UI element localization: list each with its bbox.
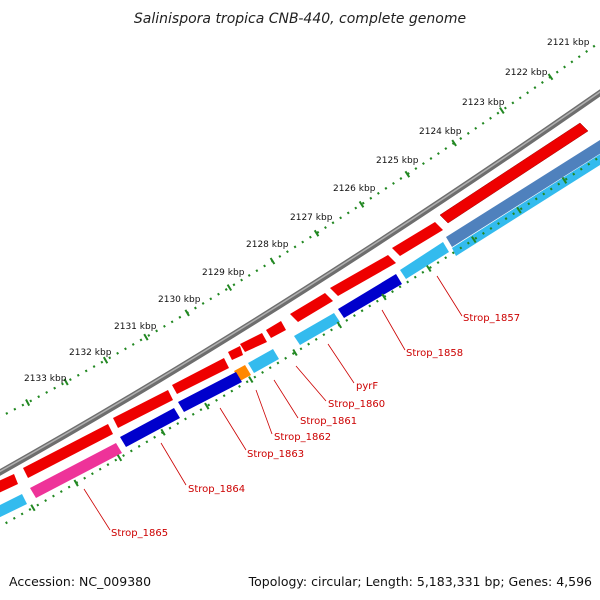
cds-Strop_1864[interactable] bbox=[120, 408, 180, 447]
gene-labels: Strop_1857 Strop_1858 pyrF Strop_1860 St… bbox=[83, 275, 520, 539]
callout-line bbox=[255, 389, 273, 435]
tick-label: 2124 kbp bbox=[419, 127, 462, 137]
gene-label-Strop_1865[interactable]: Strop_1865 bbox=[111, 528, 168, 539]
major-tick bbox=[336, 321, 343, 329]
cds-forward[interactable] bbox=[228, 346, 243, 360]
major-tick bbox=[547, 73, 554, 81]
major-tick bbox=[226, 284, 233, 292]
tick-label: 2125 kbp bbox=[376, 156, 419, 166]
major-tick bbox=[184, 309, 190, 317]
tick-labels: 2121 kbp 2122 kbp 2123 kbp 2124 kbp 2125… bbox=[24, 38, 590, 384]
genome-backbone bbox=[0, 89, 600, 476]
gene-label-Strop_1864[interactable]: Strop_1864 bbox=[188, 484, 245, 495]
callout-line bbox=[83, 488, 111, 531]
tick-label: 2126 kbp bbox=[333, 184, 376, 194]
forward-strand-track bbox=[0, 122, 589, 497]
cds-forward[interactable] bbox=[113, 390, 173, 428]
cds-forward[interactable] bbox=[240, 333, 267, 352]
cds-Strop_1857[interactable] bbox=[400, 242, 449, 279]
cds-forward[interactable] bbox=[290, 293, 333, 322]
cds-forward[interactable] bbox=[0, 474, 18, 497]
callout-line bbox=[327, 343, 355, 384]
major-tick bbox=[248, 376, 254, 384]
callout-line bbox=[436, 275, 463, 317]
major-tick bbox=[204, 402, 210, 410]
major-tick bbox=[63, 378, 69, 386]
major-tick bbox=[381, 293, 387, 301]
major-tick bbox=[116, 454, 123, 462]
major-tick bbox=[269, 257, 276, 265]
cds-forward[interactable] bbox=[172, 358, 229, 394]
tick-label: 2121 kbp bbox=[547, 38, 590, 48]
major-tick bbox=[516, 206, 522, 214]
gene-label-Strop_1860[interactable]: Strop_1860 bbox=[328, 399, 385, 410]
cds-forward[interactable] bbox=[392, 222, 443, 256]
callout-line bbox=[160, 442, 187, 486]
accession-label: Accession: NC_009380 bbox=[9, 574, 152, 589]
gene-label-Strop_1863[interactable]: Strop_1863 bbox=[247, 449, 304, 460]
gene-label-Strop_1861[interactable]: Strop_1861 bbox=[300, 416, 357, 427]
major-tick bbox=[30, 504, 36, 512]
gene-label-Strop_1857[interactable]: Strop_1857 bbox=[463, 313, 520, 324]
cds-pyrF[interactable] bbox=[294, 313, 340, 345]
major-tick bbox=[358, 200, 365, 208]
cds-reverse[interactable] bbox=[446, 140, 600, 247]
major-tick bbox=[561, 176, 568, 184]
tick-label: 2133 kbp bbox=[24, 374, 67, 384]
cds-Strop_1858[interactable] bbox=[338, 274, 402, 318]
inner-major-ticks bbox=[30, 176, 568, 512]
major-tick bbox=[25, 399, 31, 407]
cds-Strop_1863[interactable] bbox=[178, 372, 242, 412]
major-tick bbox=[102, 356, 109, 364]
cds-forward[interactable] bbox=[266, 321, 286, 338]
genome-summary: Topology: circular; Length: 5,183,331 bp… bbox=[248, 574, 592, 589]
major-tick bbox=[499, 107, 505, 114]
gene-label-pyrF[interactable]: pyrF bbox=[356, 381, 378, 392]
major-tick bbox=[143, 333, 149, 341]
callout-line bbox=[295, 365, 327, 402]
tick-label: 2132 kbp bbox=[69, 348, 112, 358]
tick-label: 2129 kbp bbox=[202, 268, 245, 278]
major-tick bbox=[292, 348, 298, 357]
gene-label-Strop_1862[interactable]: Strop_1862 bbox=[274, 432, 331, 443]
cds-reverse[interactable] bbox=[0, 494, 27, 522]
tick-label: 2122 kbp bbox=[505, 68, 548, 78]
major-tick bbox=[404, 170, 411, 178]
gene-label-Strop_1858[interactable]: Strop_1858 bbox=[406, 348, 463, 359]
tick-label: 2130 kbp bbox=[158, 295, 201, 305]
tick-label: 2127 kbp bbox=[290, 213, 333, 223]
major-tick bbox=[73, 479, 79, 487]
callout-line bbox=[219, 407, 247, 451]
major-tick bbox=[160, 428, 166, 436]
cds-forward[interactable] bbox=[439, 122, 589, 224]
callout-line bbox=[381, 309, 406, 351]
major-tick bbox=[471, 236, 477, 244]
cds-forward[interactable] bbox=[330, 255, 396, 296]
map-title: Salinispora tropica CNB-440, complete ge… bbox=[134, 11, 466, 27]
tick-label: 2128 kbp bbox=[246, 240, 289, 250]
cds-Strop_1865[interactable] bbox=[30, 443, 122, 498]
cds-Strop_1861[interactable] bbox=[248, 349, 279, 373]
major-tick bbox=[313, 229, 320, 237]
reverse-strand-track bbox=[0, 140, 600, 522]
major-tick bbox=[451, 139, 457, 147]
outer-tick-ring bbox=[0, 41, 600, 419]
major-tick bbox=[426, 265, 432, 273]
cds-forward[interactable] bbox=[23, 424, 113, 478]
outer-major-ticks bbox=[25, 73, 554, 407]
tick-label: 2131 kbp bbox=[114, 322, 157, 332]
callout-line bbox=[273, 379, 299, 419]
tick-label: 2123 kbp bbox=[462, 98, 505, 108]
